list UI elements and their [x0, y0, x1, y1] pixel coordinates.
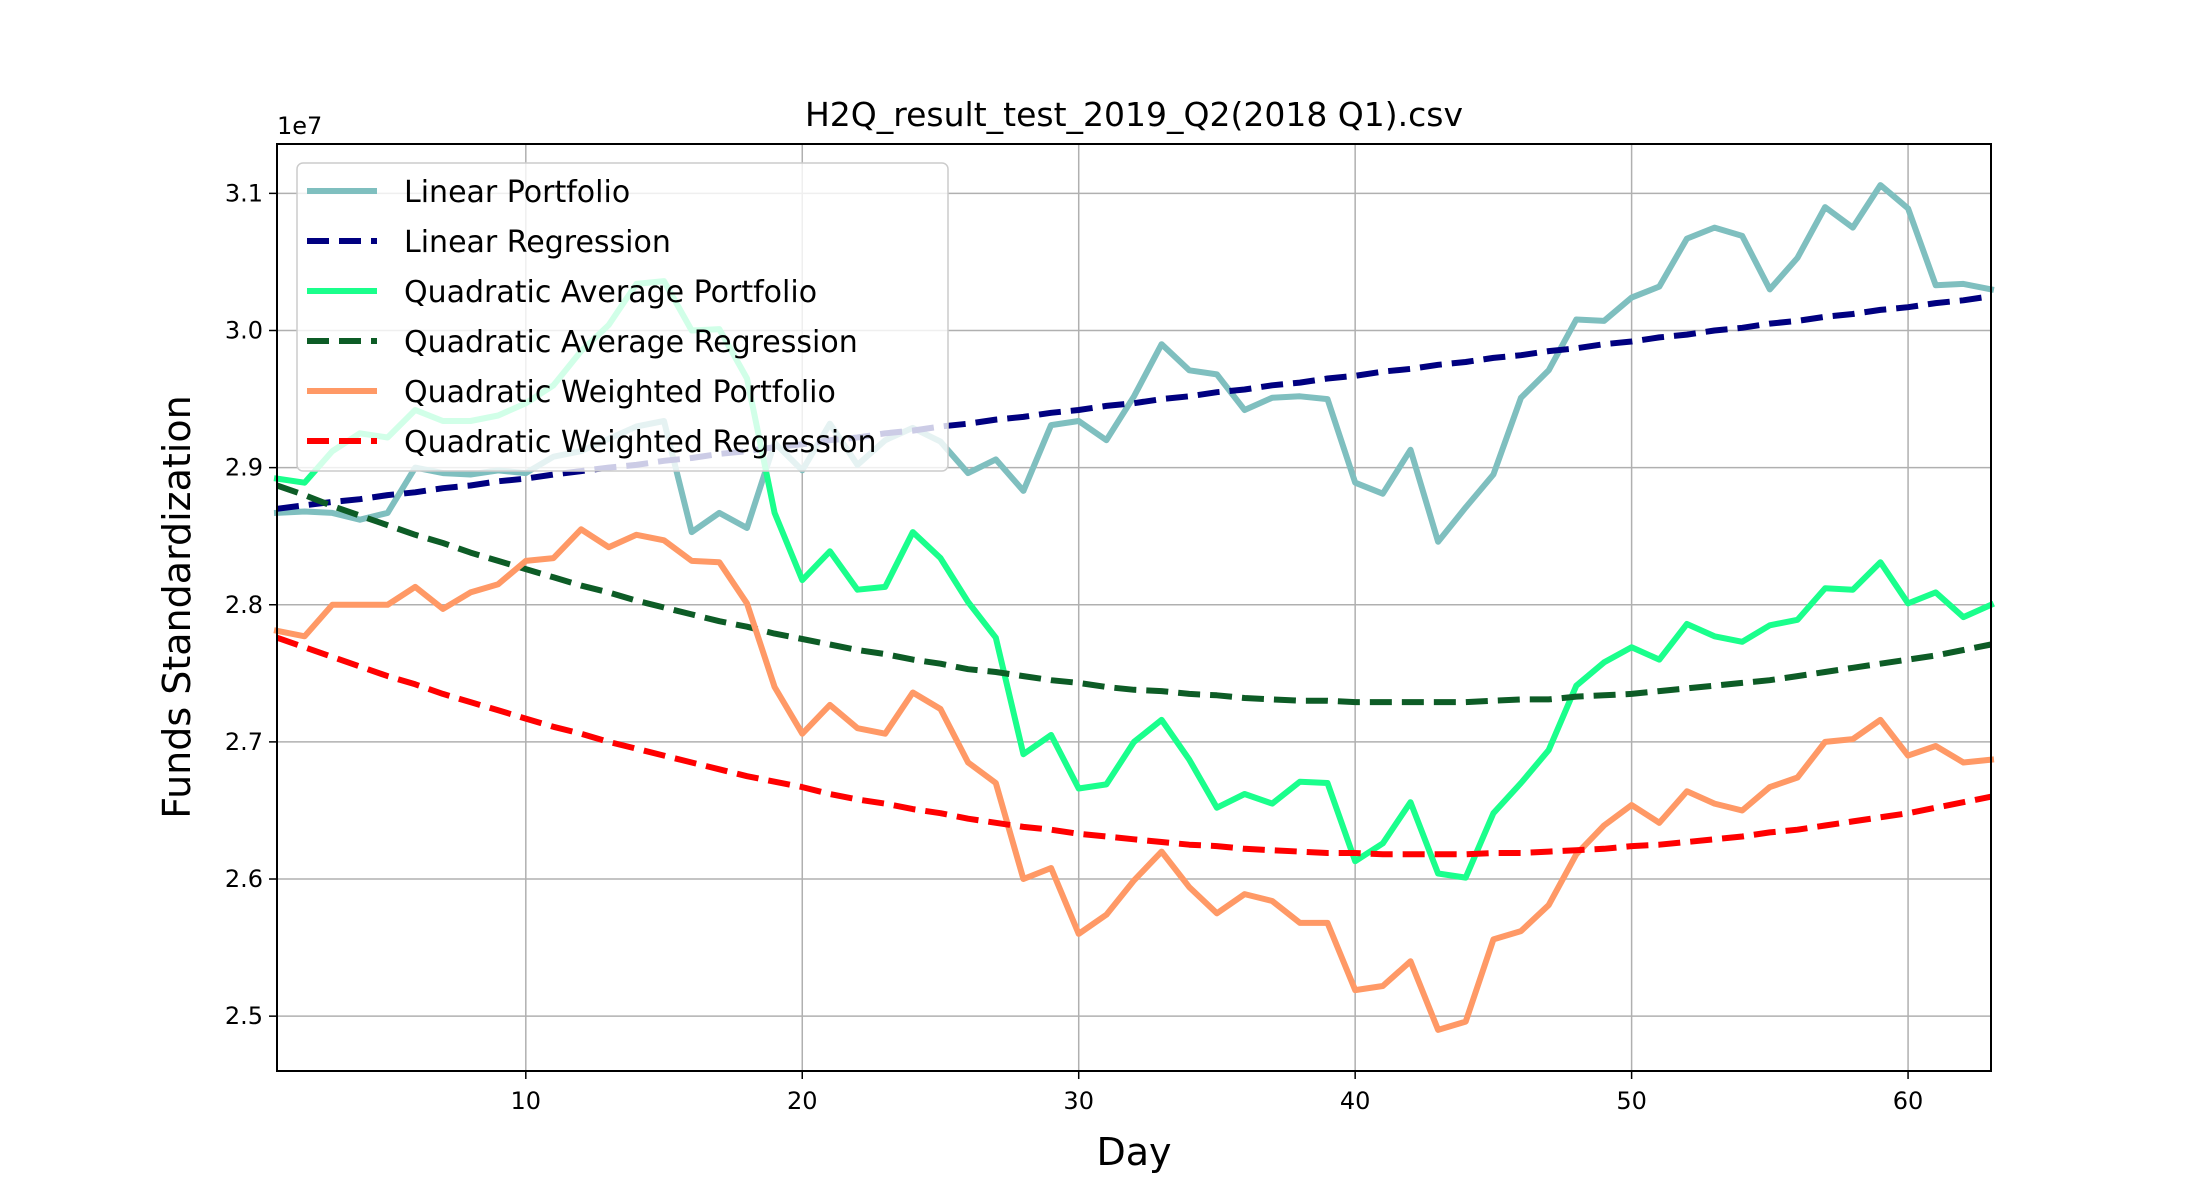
y-tick-label: 2.9 [225, 454, 263, 482]
legend-label: Quadratic Average Portfolio [404, 275, 817, 310]
plot-frame [276, 143, 1992, 1072]
y-tick-label: 2.8 [225, 591, 263, 619]
y-tick-label: 2.6 [225, 865, 263, 893]
y-offset-label: 1e7 [277, 112, 322, 140]
series-line-5 [273, 526, 1995, 1033]
y-axis-label: Funds Standardization [155, 395, 199, 818]
x-tick-label: 50 [1616, 1087, 1647, 1115]
x-axis-label: Day [1096, 1130, 1171, 1174]
axis-ticks: 10 20 30 40 50 60 2.5 2.6 2.7 2.8 2.9 3.0 3.1 [225, 179, 1924, 1115]
x-tick-label: 60 [1893, 1087, 1924, 1115]
legend-label: Quadratic Average Regression [404, 325, 858, 360]
y-tick-label: 2.5 [225, 1002, 263, 1030]
legend-box [296, 162, 949, 472]
x-tick-label: 20 [787, 1087, 818, 1115]
x-tick-label: 30 [1063, 1087, 1094, 1115]
x-tick-label: 10 [511, 1087, 542, 1115]
y-tick-label: 3.1 [225, 179, 263, 207]
legend-label: Quadratic Weighted Portfolio [404, 375, 836, 410]
chart-title: H2Q_result_test_2019_Q2(2018 Q1).csv [805, 95, 1463, 134]
x-tick-label: 40 [1340, 1087, 1371, 1115]
legend: Linear Portfolio Linear Regression Quadrat… [296, 162, 949, 472]
y-tick-label: 3.0 [225, 316, 263, 344]
legend-label: Linear Portfolio [404, 175, 630, 210]
series-line-4 [276, 482, 1992, 706]
legend-label: Linear Regression [404, 225, 671, 260]
legend-label: Quadratic Weighted Regression [404, 425, 877, 460]
series-line-6 [276, 634, 1992, 858]
y-tick-label: 2.7 [225, 728, 263, 756]
